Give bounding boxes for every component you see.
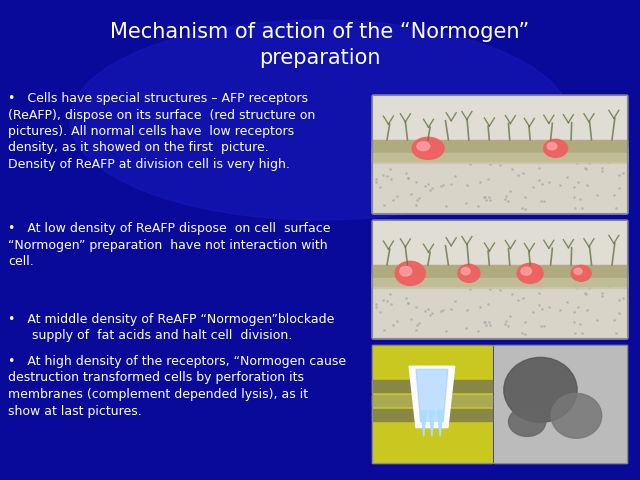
Bar xyxy=(372,273,627,338)
Bar xyxy=(372,220,627,338)
Ellipse shape xyxy=(521,267,531,275)
Ellipse shape xyxy=(417,142,429,151)
Bar xyxy=(372,220,627,338)
Bar xyxy=(372,380,492,392)
Polygon shape xyxy=(416,369,448,421)
Ellipse shape xyxy=(412,137,444,159)
Bar xyxy=(372,220,627,338)
Ellipse shape xyxy=(400,266,412,276)
Bar xyxy=(372,95,627,213)
Ellipse shape xyxy=(461,268,470,275)
Bar xyxy=(372,345,492,463)
Bar xyxy=(372,277,627,288)
Text: preparation: preparation xyxy=(259,48,381,68)
Ellipse shape xyxy=(543,139,568,157)
Ellipse shape xyxy=(396,261,425,285)
Ellipse shape xyxy=(547,143,557,150)
Bar xyxy=(372,148,627,213)
Bar xyxy=(372,345,627,463)
Text: •   Cells have special structures – AFP receptors
(ReAFP), dispose on its surfac: • Cells have special structures – AFP re… xyxy=(8,92,316,171)
Text: •   At middle density of ReAFP “Normogen”blockade
      supply of  fat acids and: • At middle density of ReAFP “Normogen”b… xyxy=(8,313,334,343)
Text: •   At low density of ReAFP dispose  on cell  surface
“Normogen” preparation  ha: • At low density of ReAFP dispose on cel… xyxy=(8,222,330,268)
Bar xyxy=(494,345,627,463)
Ellipse shape xyxy=(458,264,480,282)
Polygon shape xyxy=(437,410,443,436)
Ellipse shape xyxy=(509,407,546,436)
Polygon shape xyxy=(409,366,454,428)
Polygon shape xyxy=(421,410,426,436)
Bar xyxy=(372,95,627,213)
Ellipse shape xyxy=(571,265,591,281)
Ellipse shape xyxy=(574,268,582,275)
Bar xyxy=(372,409,492,420)
Bar xyxy=(372,95,627,213)
Text: •   At high density of the receptors, “Normogen cause
destruction transformed ce: • At high density of the receptors, “Nor… xyxy=(8,355,346,418)
Ellipse shape xyxy=(504,358,577,422)
Bar xyxy=(372,265,627,286)
Text: Mechanism of action of the “Normogen”: Mechanism of action of the “Normogen” xyxy=(110,22,530,42)
Ellipse shape xyxy=(551,394,602,438)
Bar xyxy=(372,140,627,161)
Ellipse shape xyxy=(517,264,543,283)
Ellipse shape xyxy=(70,20,570,220)
Polygon shape xyxy=(429,410,435,436)
Bar xyxy=(372,153,627,163)
Bar xyxy=(372,395,492,407)
